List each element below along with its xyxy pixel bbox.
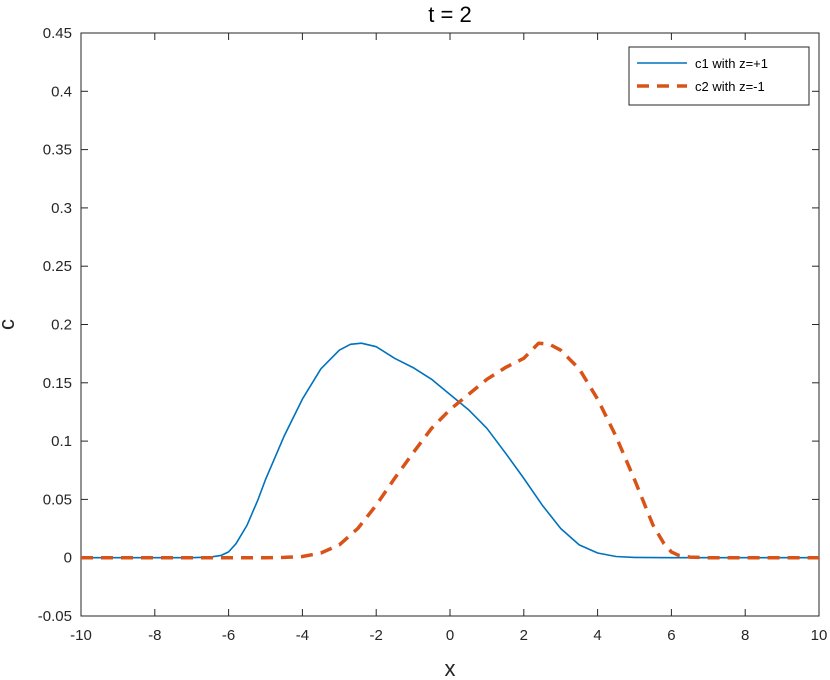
chart-title: t = 2 <box>428 2 471 27</box>
x-tick-label: -6 <box>222 627 235 644</box>
y-tick-label: 0.1 <box>51 433 72 450</box>
x-tick-label: 4 <box>593 627 601 644</box>
y-tick-label: 0.05 <box>43 491 72 508</box>
x-tick-label: -10 <box>70 627 92 644</box>
plot-area-frame <box>81 33 819 616</box>
x-tick-label: 10 <box>811 627 828 644</box>
y-tick-label: 0.45 <box>43 25 72 42</box>
legend-label-2: c2 with z=-1 <box>695 79 765 94</box>
x-tick-label: -2 <box>370 627 383 644</box>
y-axis-label: c <box>0 319 19 330</box>
y-tick-label: 0.4 <box>51 83 72 100</box>
x-tick-label: 8 <box>741 627 749 644</box>
x-tick-label: 0 <box>446 627 454 644</box>
y-tick-label: 0.25 <box>43 258 72 275</box>
legend-label-1: c1 with z=+1 <box>695 56 768 71</box>
x-tick-label: -4 <box>296 627 309 644</box>
y-tick-label: 0.35 <box>43 142 72 159</box>
y-tick-label: 0.2 <box>51 317 72 334</box>
y-tick-label: -0.05 <box>38 608 72 625</box>
x-tick-label: -8 <box>148 627 161 644</box>
x-tick-label: 2 <box>520 627 528 644</box>
y-tick-label: 0.3 <box>51 200 72 217</box>
y-tick-label: 0.15 <box>43 375 72 392</box>
y-tick-label: 0 <box>64 550 72 567</box>
x-tick-label: 6 <box>667 627 675 644</box>
x-axis-label: x <box>445 656 456 680</box>
